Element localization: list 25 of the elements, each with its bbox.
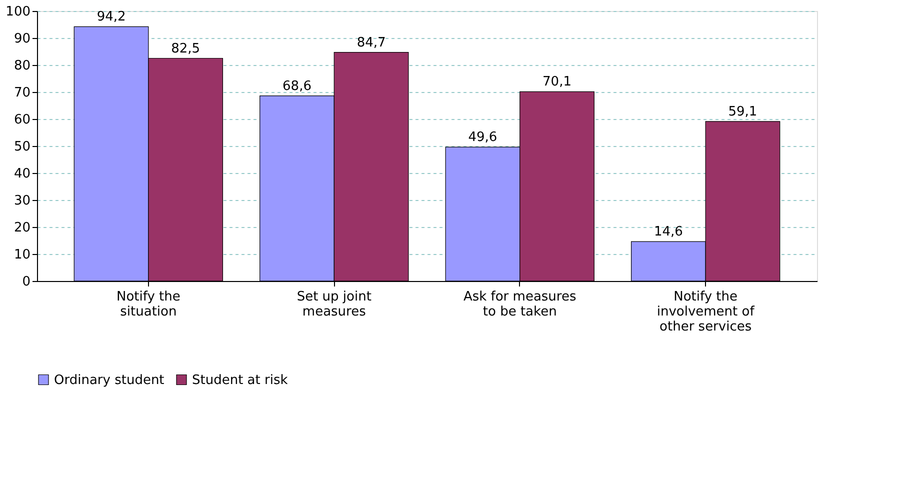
y-tick-label: 10 [14, 248, 30, 262]
y-tick-label: 40 [14, 166, 30, 182]
y-tick-label: 60 [14, 112, 30, 128]
y-tick-label: 20 [14, 220, 30, 236]
y-tick-label: 70 [14, 86, 30, 100]
y-tick-label: 100 [6, 4, 30, 20]
legend-label: Ordinary student [54, 372, 164, 388]
data-label: 59,1 [728, 104, 758, 120]
y-tick-label: 80 [14, 58, 30, 74]
y-tick-label: 0 [22, 274, 30, 290]
data-label: 82,5 [171, 41, 200, 56]
data-label: 14,6 [654, 224, 683, 240]
data-label: 94,2 [96, 10, 126, 25]
y-tick-label: 90 [14, 32, 30, 46]
y-tick-label: 50 [14, 140, 30, 154]
legend-label: Student at risk [192, 372, 288, 388]
data-label: 70,1 [542, 74, 572, 90]
y-tick-label: 30 [14, 194, 30, 208]
data-label: 84,7 [356, 35, 386, 50]
x-tick-label: Ask for measures to be taken [463, 290, 576, 320]
data-label: 68,6 [282, 78, 312, 94]
x-tick-label: Notify the involvement of other services [656, 290, 755, 334]
x-tick-label: Set up joint measures [296, 290, 372, 320]
x-tick-label: Notify the situation [116, 290, 180, 320]
data-label: 49,6 [468, 130, 498, 146]
